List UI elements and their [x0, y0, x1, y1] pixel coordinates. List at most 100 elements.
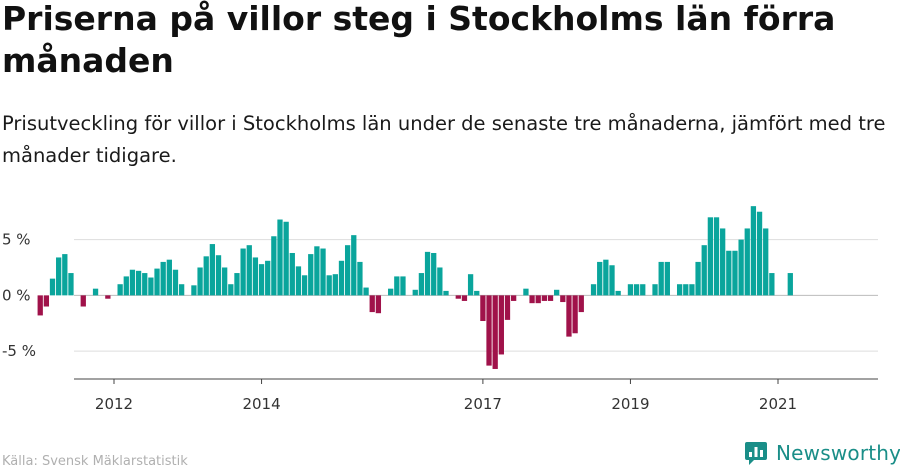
x-tick-label: 2017	[464, 395, 502, 413]
bar	[277, 219, 283, 296]
bar	[320, 248, 326, 296]
bar	[246, 245, 252, 296]
bar	[166, 259, 172, 296]
bar	[615, 290, 621, 296]
bar	[400, 276, 406, 296]
bar	[43, 295, 50, 307]
bar	[738, 239, 744, 296]
bar	[148, 277, 154, 296]
bar	[412, 289, 418, 296]
bar	[744, 228, 750, 296]
bar	[683, 284, 689, 296]
y-tick-label: -5 %	[2, 342, 36, 360]
bar	[664, 261, 670, 296]
bar	[437, 267, 443, 296]
bar	[338, 260, 345, 296]
bar	[578, 295, 584, 313]
bar	[763, 228, 769, 296]
chart-subtitle: Prisutveckling för villor i Stockholms l…	[2, 112, 886, 167]
bar	[363, 287, 369, 296]
bar	[597, 261, 603, 296]
bar	[326, 275, 332, 296]
bar	[135, 270, 142, 296]
bar	[228, 284, 234, 296]
bar	[56, 257, 62, 296]
bar	[676, 284, 683, 296]
bar	[301, 275, 308, 296]
bar	[750, 206, 757, 296]
bar	[289, 252, 295, 296]
bar	[720, 228, 726, 296]
bar	[504, 295, 511, 320]
bar	[105, 295, 111, 299]
bar	[344, 245, 351, 296]
bar	[726, 250, 732, 296]
bar	[486, 295, 492, 366]
bar	[62, 254, 68, 296]
bar	[68, 273, 74, 296]
bar	[234, 273, 240, 296]
bar	[197, 267, 203, 296]
bar	[609, 265, 615, 296]
bar	[572, 295, 578, 334]
bar	[554, 289, 560, 296]
bar	[160, 261, 166, 296]
bar	[431, 252, 437, 296]
bar	[461, 295, 468, 301]
bar	[529, 295, 535, 304]
bar	[394, 276, 400, 296]
bar	[80, 295, 86, 307]
bar	[510, 295, 517, 301]
bar	[369, 295, 375, 313]
x-tick-label: 2019	[611, 395, 649, 413]
bar	[640, 284, 646, 296]
bar	[172, 269, 179, 296]
x-tick-label: 2014	[242, 395, 280, 413]
bar	[732, 250, 738, 296]
bar	[756, 211, 763, 296]
bar	[314, 246, 320, 296]
bar	[627, 284, 634, 296]
bar	[252, 257, 259, 296]
bar	[547, 295, 554, 301]
bar	[271, 236, 277, 296]
bar	[142, 273, 148, 296]
bar	[535, 295, 541, 304]
bar	[541, 295, 548, 301]
bar	[215, 255, 222, 296]
bar	[424, 251, 431, 296]
gridlines	[74, 239, 878, 352]
bar	[295, 266, 302, 296]
bar	[154, 268, 160, 296]
bar	[117, 284, 123, 296]
x-axis	[74, 378, 878, 384]
brand-logo[interactable]: Newsworthy	[744, 440, 900, 466]
bar	[560, 295, 566, 303]
x-tick-label: 2021	[759, 395, 797, 413]
last-value-label: 2 %	[850, 0, 879, 4]
bar	[332, 274, 338, 296]
bar	[375, 295, 382, 314]
bar	[443, 290, 449, 296]
bar	[474, 290, 480, 296]
y-tick-label: 5 %	[2, 231, 31, 249]
bar	[633, 284, 640, 296]
bar	[49, 278, 56, 296]
bar-chart-logo-icon	[745, 442, 767, 465]
bar	[769, 273, 775, 296]
bars	[37, 206, 793, 369]
bar	[240, 248, 246, 296]
bar	[222, 267, 228, 296]
bar	[37, 295, 43, 316]
bar	[455, 295, 461, 299]
bar	[191, 285, 197, 296]
source-note: Källa: Svensk Mäklarstatistik	[2, 454, 188, 469]
chart-title: Priserna på villor steg i Stockholms län…	[2, 0, 836, 80]
bar	[566, 295, 572, 337]
bar	[203, 256, 209, 296]
bar	[707, 217, 714, 296]
x-tick-label: 2012	[95, 395, 133, 413]
bar	[123, 276, 129, 296]
bar	[418, 273, 425, 296]
bar	[92, 288, 99, 296]
